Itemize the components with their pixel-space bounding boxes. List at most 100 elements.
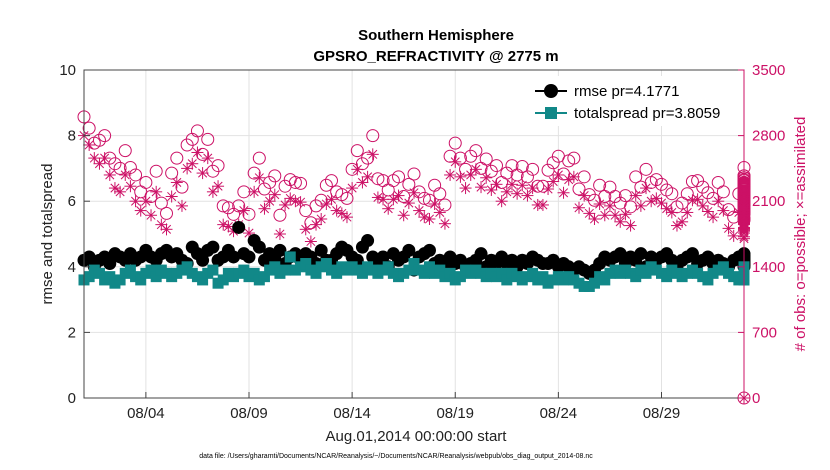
obs-assimilated-point <box>542 183 555 196</box>
obs-possible-point <box>520 170 534 184</box>
legend-marker-rmse <box>544 84 558 98</box>
y-right-tick-label: 1400 <box>752 259 785 276</box>
y-tick-label: 10 <box>59 62 76 79</box>
obs-possible-point <box>165 166 179 180</box>
totalspread-point <box>527 267 539 279</box>
obs-possible-point <box>160 206 173 220</box>
obs-assimilated-point <box>160 223 173 236</box>
obs-assimilated-point <box>201 152 214 165</box>
obs-possible-point <box>546 156 560 170</box>
obs-assimilated-point <box>397 209 410 222</box>
totalspread-point <box>150 271 162 283</box>
obs-possible-point <box>469 144 483 158</box>
obs-possible-point <box>417 191 431 205</box>
obs-possible-point <box>319 178 333 192</box>
x-tick-label: 08/09 <box>230 405 268 422</box>
obs-possible-point <box>340 191 354 205</box>
totalspread-point <box>717 261 729 273</box>
obs-assimilated-point <box>490 178 503 191</box>
x-tick-label: 08/24 <box>540 405 578 422</box>
obs-assimilated-point <box>423 213 436 226</box>
obs-assimilated-point <box>593 198 606 211</box>
obs-possible-point <box>433 187 447 201</box>
totalspread-point <box>501 274 513 286</box>
obs-possible-point <box>453 151 467 165</box>
obs-possible-point <box>232 199 246 213</box>
obs-assimilated-point <box>469 163 482 176</box>
rmse-point <box>361 234 375 248</box>
obs-assimilated-point <box>418 211 431 224</box>
chart-title: Southern Hemisphere <box>358 27 514 44</box>
obs-assimilated-point <box>500 185 513 198</box>
obs-assimilated-point <box>717 204 730 217</box>
obs-assimilated-point <box>562 173 575 186</box>
obs-assimilated-point <box>351 163 364 176</box>
obs-assimilated-point <box>315 213 328 226</box>
totalspread-point <box>640 267 652 279</box>
obs-assimilated-point <box>712 195 725 208</box>
totalspread-point <box>454 271 466 283</box>
rmse-point <box>273 243 287 257</box>
totalspread-point <box>207 264 219 276</box>
obs-assimilated-point <box>237 204 250 217</box>
obs-possible-point <box>92 133 106 147</box>
totalspread-point <box>356 267 368 279</box>
obs-assimilated-point <box>346 182 359 195</box>
legend: rmse pr=4.1771 totalspread pr=3.8059 <box>525 76 743 126</box>
obs-possible-point <box>170 151 184 165</box>
x-tick-label: 08/29 <box>643 405 681 422</box>
obs-assimilated-point <box>413 204 426 217</box>
totalspread-point <box>588 277 600 289</box>
totalspread-point <box>444 267 456 279</box>
rmse-point <box>376 250 390 264</box>
obs-assimilated-point <box>449 155 462 168</box>
totalspread-point <box>310 267 322 279</box>
obs-possible-point <box>123 160 137 174</box>
obs-assimilated-point <box>640 182 653 195</box>
obs-possible-point <box>608 190 622 204</box>
totalspread-point <box>104 271 116 283</box>
obs-assimilated-point <box>253 171 266 184</box>
obs-assimilated-point <box>134 204 147 217</box>
obs-possible-point <box>149 164 163 178</box>
obs-possible-point <box>242 207 256 221</box>
rmse-point <box>685 247 699 261</box>
obs-possible-point <box>288 175 302 189</box>
obs-assimilated-point <box>505 178 518 191</box>
obs-possible-point <box>82 121 96 135</box>
totalspread-point <box>93 267 105 279</box>
obs-assimilated-point <box>114 185 127 198</box>
obs-possible-point <box>144 190 158 204</box>
totalspread-point <box>300 258 312 270</box>
obs-possible-point <box>691 174 705 188</box>
obs-assimilated-point <box>650 192 663 205</box>
obs-possible-point <box>541 163 555 177</box>
obs-possible-point <box>314 193 328 207</box>
legend-label-rmse: rmse pr=4.1771 <box>574 83 679 100</box>
obs-possible-point <box>392 170 406 184</box>
obs-possible-point <box>407 167 421 181</box>
y-right-tick-label: 0 <box>752 390 760 407</box>
obs-assimilated-point <box>299 223 312 236</box>
obs-assimilated-point <box>217 218 230 231</box>
obs-assimilated-point <box>186 157 199 170</box>
y-tick-label: 6 <box>68 193 76 210</box>
rmse-point <box>227 250 241 264</box>
obs-assimilated-point <box>248 185 261 198</box>
obs-possible-point <box>211 159 225 173</box>
totalspread-point <box>403 264 415 276</box>
obs-possible-point <box>268 169 282 183</box>
obs-possible-point <box>526 162 540 176</box>
obs-possible-point <box>113 161 127 175</box>
obs-assimilated-point <box>707 211 720 224</box>
totalspread-point <box>124 264 136 276</box>
obs-possible-point <box>190 124 204 138</box>
y-tick-label: 2 <box>68 324 76 341</box>
obs-assimilated-point <box>273 228 286 240</box>
totalspread-point <box>661 271 673 283</box>
totalspread-point <box>258 271 270 283</box>
obs-assimilated-point <box>526 182 539 195</box>
legend-marker-totalspread <box>545 107 557 119</box>
obs-possible-point <box>593 178 607 192</box>
obs-assimilated-point <box>438 217 451 230</box>
